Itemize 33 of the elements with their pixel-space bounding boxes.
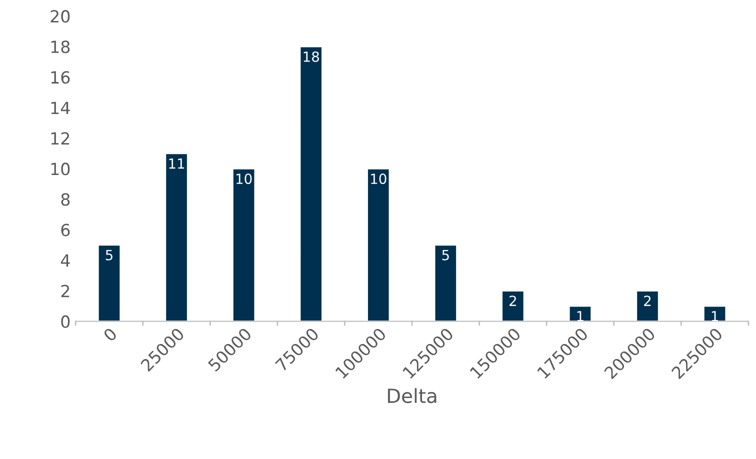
- data-label: 2: [510, 296, 516, 306]
- data-label: 10: [236, 174, 252, 184]
- bar: [366, 168, 390, 322]
- y-tick-label: 10: [51, 162, 70, 176]
- data-label: 18: [304, 51, 319, 62]
- data-label: 10: [371, 174, 386, 184]
- data-label: 1: [712, 311, 718, 322]
- x-axis-title: Delta: [388, 388, 436, 404]
- y-tick-label: 14: [51, 102, 70, 114]
- y-tick-label: 12: [51, 132, 70, 144]
- bar: [299, 46, 323, 322]
- data-label: 5: [106, 250, 112, 260]
- y-tick-label: 4: [60, 254, 70, 267]
- y-tick-label: 2: [61, 284, 70, 298]
- y-tick-label: 0: [61, 315, 70, 328]
- data-label: 2: [644, 296, 651, 306]
- data-label: 11: [169, 158, 184, 169]
- y-tick-label: 20: [50, 10, 70, 23]
- y-tick-label: 6: [61, 224, 70, 236]
- data-label: 1: [577, 311, 584, 322]
- x-tick-label: 0: [102, 327, 118, 342]
- bar: [636, 290, 660, 322]
- y-tick-label: 18: [51, 40, 70, 54]
- bar: [568, 305, 592, 322]
- y-tick-label: 8: [61, 193, 70, 206]
- bar: [97, 244, 122, 322]
- y-tick-label: 16: [51, 71, 70, 84]
- bar: [434, 244, 458, 322]
- bar: [501, 290, 525, 322]
- bar: [232, 168, 256, 322]
- bar: [703, 305, 727, 322]
- bar: [164, 152, 188, 322]
- data-label: 5: [442, 250, 449, 260]
